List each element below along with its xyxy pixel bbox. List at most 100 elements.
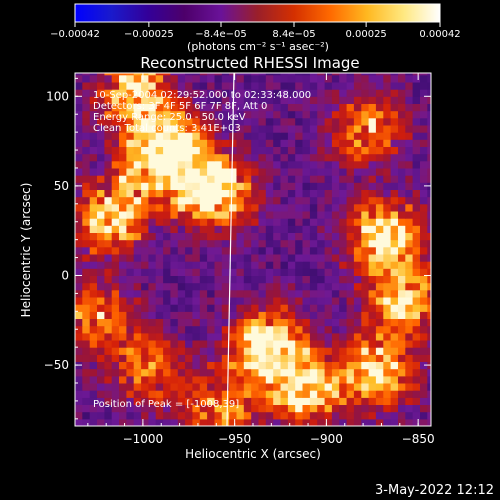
heatmap-cell	[258, 153, 267, 162]
heatmap-cell	[148, 383, 157, 391]
heatmap-cell	[368, 73, 377, 76]
heatmap-cell	[163, 225, 171, 233]
heatmap-cell	[148, 347, 157, 355]
heatmap-cell	[97, 232, 105, 241]
heatmap-cell	[375, 82, 384, 90]
heatmap-cell	[148, 218, 157, 226]
heatmap-cell	[309, 397, 318, 405]
heatmap-cell	[236, 73, 245, 76]
heatmap-cell	[412, 132, 421, 140]
heatmap-cells	[75, 73, 431, 426]
heatmap-cell	[243, 368, 252, 377]
heatmap-cell	[398, 96, 406, 104]
heatmap-cell	[280, 239, 289, 248]
heatmap-cell	[111, 383, 120, 391]
heatmap-cell	[287, 89, 296, 97]
heatmap-cell	[163, 347, 171, 355]
heatmap-cell	[119, 268, 127, 276]
heatmap-cell	[170, 182, 179, 190]
heatmap-cell	[287, 203, 296, 212]
heatmap-cell	[324, 168, 333, 176]
heatmap-cell	[346, 304, 355, 312]
heatmap-cell	[346, 139, 355, 147]
heatmap-cell	[427, 375, 431, 384]
heatmap-cell	[383, 282, 392, 291]
heatmap-cell	[309, 239, 318, 248]
heatmap-cell	[82, 146, 91, 155]
heatmap-cell	[141, 297, 149, 305]
heatmap-cell	[368, 175, 377, 183]
heatmap-cell	[111, 404, 120, 413]
heatmap-cell	[199, 397, 208, 405]
heatmap-cell	[375, 139, 384, 147]
heatmap-cell	[207, 139, 215, 147]
heatmap-cell	[251, 304, 259, 312]
heatmap-cell	[339, 239, 347, 248]
heatmap-cell	[390, 289, 399, 298]
heatmap-cell	[390, 254, 399, 262]
heatmap-cell	[287, 368, 296, 377]
heatmap-cell	[207, 411, 215, 420]
heatmap-cell	[353, 110, 362, 119]
heatmap-cell	[317, 117, 325, 126]
heatmap-cell	[75, 318, 83, 327]
heatmap-cell	[287, 110, 296, 119]
heatmap-cell	[353, 211, 362, 219]
heatmap-cell	[170, 153, 179, 162]
y-tick-label: −50	[44, 358, 69, 372]
heatmap-cell	[192, 361, 201, 370]
heatmap-cell	[339, 354, 347, 362]
heatmap-cell	[82, 125, 91, 133]
heatmap-cell	[126, 375, 135, 384]
heatmap-cell	[133, 318, 142, 327]
heatmap-cell	[104, 232, 113, 241]
heatmap-cell	[119, 254, 127, 262]
heatmap-cell	[185, 103, 193, 112]
heatmap-cell	[82, 175, 91, 183]
heatmap-cell	[119, 297, 127, 305]
heatmap-cell	[339, 304, 347, 312]
heatmap-cell	[273, 189, 281, 198]
heatmap-cell	[331, 404, 340, 413]
heatmap-cell	[82, 375, 91, 384]
heatmap-cell	[199, 383, 208, 391]
heatmap-cell	[309, 297, 318, 305]
heatmap-cell	[361, 268, 370, 276]
heatmap-cell	[361, 318, 370, 327]
heatmap-cell	[75, 74, 83, 83]
heatmap-cell	[236, 261, 245, 269]
heatmap-cell	[309, 232, 318, 241]
heatmap-cell	[185, 153, 193, 162]
heatmap-cell	[309, 160, 318, 169]
heatmap-cell	[412, 246, 421, 255]
heatmap-cell	[199, 239, 208, 248]
heatmap-cell	[163, 232, 171, 241]
heatmap-cell	[111, 332, 120, 341]
heatmap-cell	[192, 74, 201, 83]
heatmap-cell	[317, 261, 325, 269]
heatmap-cell	[148, 196, 157, 205]
heatmap-cell	[214, 318, 223, 327]
heatmap-cell	[287, 189, 296, 198]
heatmap-cell	[405, 282, 414, 291]
heatmap-cell	[427, 275, 431, 284]
heatmap-cell	[251, 160, 259, 169]
heatmap-cell	[420, 311, 428, 319]
heatmap-cell	[221, 73, 230, 76]
heatmap-cell	[97, 332, 105, 341]
heatmap-cell	[265, 146, 274, 155]
heatmap-cell	[331, 282, 340, 291]
heatmap-cell	[155, 411, 164, 420]
heatmap-cell	[383, 404, 392, 413]
heatmap-cell	[287, 182, 296, 190]
heatmap-cell	[368, 332, 377, 341]
heatmap-cell	[185, 254, 193, 262]
heatmap-cell	[104, 96, 113, 104]
heatmap-cell	[427, 189, 431, 198]
heatmap-cell	[273, 282, 281, 291]
heatmap-cell	[251, 261, 259, 269]
heatmap-cell	[302, 160, 311, 169]
heatmap-cell	[420, 275, 428, 284]
heatmap-cell	[302, 196, 311, 205]
heatmap-cell	[383, 96, 392, 104]
